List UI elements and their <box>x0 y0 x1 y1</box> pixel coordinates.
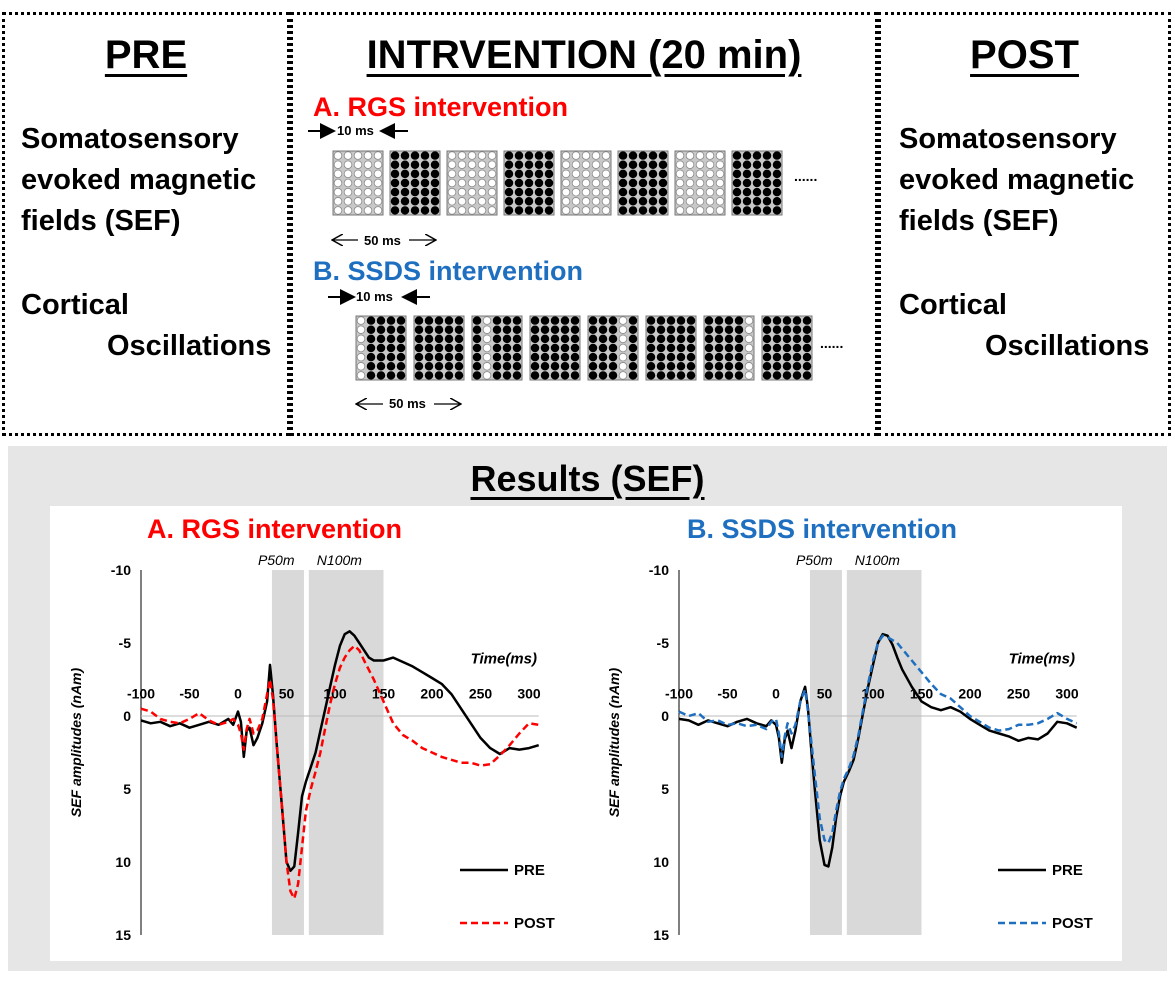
y-tick-label: 15 <box>115 927 131 943</box>
x-tick-label: -100 <box>127 685 155 701</box>
rgs-ellipsis: ...... <box>794 168 818 184</box>
x-tick-label: -50 <box>717 685 737 701</box>
ssds-grid-6 <box>645 315 697 381</box>
x-tick-label: -100 <box>665 685 693 701</box>
y-tick-label: -10 <box>649 562 669 578</box>
ssds-grid-1 <box>355 315 407 381</box>
x-tick-label: 200 <box>958 685 982 701</box>
y-tick-label: 0 <box>661 708 669 724</box>
annotation-n100m: N100m <box>855 552 900 568</box>
y-tick-label: 15 <box>653 927 669 943</box>
ssds-ellipsis: ...... <box>820 335 844 351</box>
pre-measure-sef: Somatosensory evoked magnetic fields (SEF) <box>21 123 257 237</box>
y-axis-label: SEF amplitudes (nAm) <box>68 667 84 817</box>
rgs-grid-4 <box>503 150 555 216</box>
y-tick-label: 10 <box>653 854 669 870</box>
chart-b-title: B. SSDS intervention <box>687 514 958 544</box>
y-tick-label: 0 <box>123 708 131 724</box>
results-title: Results (SEF) <box>470 458 705 499</box>
annotation-p50m: P50m <box>258 552 295 568</box>
x-tick-label: -50 <box>179 685 199 701</box>
series-line-pre <box>140 630 540 873</box>
ssds-grid-4 <box>529 315 581 381</box>
results-chart-area <box>50 506 1122 961</box>
y-tick-label: -10 <box>111 562 131 578</box>
legend-label-post: POST <box>514 915 555 932</box>
pre-measure-cortical: Cortical <box>21 289 129 321</box>
x-tick-label: 0 <box>234 685 242 701</box>
ssds-grid-7 <box>703 315 755 381</box>
post-measure-oscillations: Oscillations <box>985 330 1150 362</box>
x-tick-label: 200 <box>420 685 444 701</box>
legend-label-post: POST <box>1052 915 1093 932</box>
post-measure-cortical: Cortical <box>899 289 1007 321</box>
ssds-grid-5 <box>587 315 639 381</box>
post-panel: POST Somatosensory evoked magnetic fields … <box>878 12 1171 436</box>
rgs-grid-5 <box>560 150 612 216</box>
rgs-pulse-label: 10 ms <box>337 123 374 138</box>
rgs-period-label: 50 ms <box>364 233 401 248</box>
x-tick-label: 50 <box>817 685 833 701</box>
y-axis-label: SEF amplitudes (nAm) <box>606 667 622 817</box>
y-tick-label: 5 <box>123 781 131 797</box>
y-tick-label: 10 <box>115 854 131 870</box>
x-tick-label: 50 <box>279 685 295 701</box>
annotation-n100m: N100m <box>317 552 362 568</box>
rgs-grid-3 <box>446 150 498 216</box>
x-tick-label: 300 <box>517 685 541 701</box>
rgs-label: A. RGS intervention <box>313 92 569 122</box>
ssds-grid-3 <box>471 315 523 381</box>
ssds-label: B. SSDS intervention <box>313 256 584 286</box>
shaded-band-1 <box>809 570 842 935</box>
x-tick-label: 150 <box>910 685 934 701</box>
pre-title: PRE <box>104 33 188 77</box>
post-title: POST <box>970 33 1079 77</box>
x-axis-label: Time(ms) <box>471 650 537 667</box>
pre-panel: PRE Somatosensory evoked magnetic fields (… <box>2 12 290 436</box>
pre-measure-oscillations: Oscillations <box>107 330 272 362</box>
y-tick-label: -5 <box>657 635 670 651</box>
y-tick-label: -5 <box>119 635 132 651</box>
timing-arrows <box>308 123 813 440</box>
x-tick-label: 250 <box>469 685 493 701</box>
intervention-title: INTRVENTION (20 min) <box>366 33 802 77</box>
x-axis-label: Time(ms) <box>1009 650 1075 667</box>
x-tick-label: 300 <box>1055 685 1079 701</box>
annotation-p50m: P50m <box>796 552 833 568</box>
rgs-stimulus-pattern <box>332 150 783 216</box>
series-line-post <box>140 644 539 900</box>
rgs-grid-8 <box>731 150 783 216</box>
ssds-grid-2 <box>413 315 465 381</box>
rgs-grid-1 <box>332 150 384 216</box>
ssds-period-label: 50 ms <box>389 396 426 411</box>
ssds-pulse-label: 10 ms <box>356 289 393 304</box>
y-tick-label: 5 <box>661 781 669 797</box>
rgs-grid-7 <box>674 150 726 216</box>
ssds-grid-8 <box>761 315 813 381</box>
shaded-band-2 <box>846 570 922 935</box>
x-tick-label: 250 <box>1007 685 1031 701</box>
post-measure-sef: Somatosensory evoked magnetic fields (SEF) <box>899 123 1135 237</box>
ssds-stimulus-pattern <box>355 315 813 381</box>
legend-label-pre: PRE <box>514 862 545 879</box>
rgs-grid-2 <box>389 150 441 216</box>
x-tick-label: 0 <box>772 685 780 701</box>
intervention-panel: INTRVENTION (20 min) <box>290 12 878 436</box>
legend-label-pre: PRE <box>1052 862 1083 879</box>
chart-a-title: A. RGS intervention <box>147 514 403 544</box>
rgs-grid-6 <box>617 150 669 216</box>
series-line-post <box>678 634 1078 845</box>
